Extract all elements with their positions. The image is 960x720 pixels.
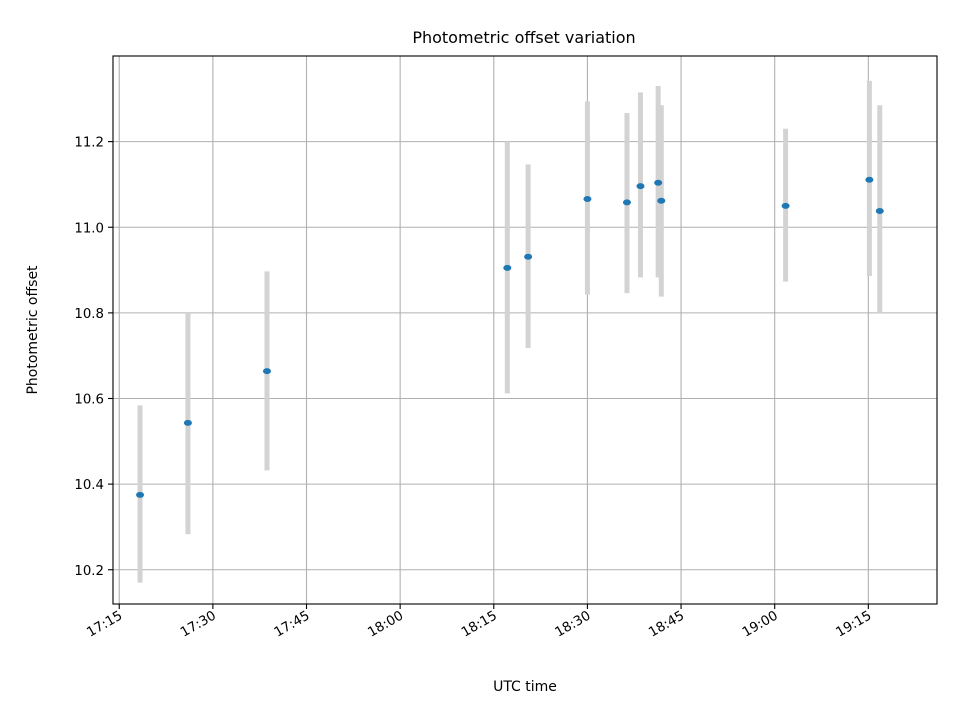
x-tick-label: 18:15 [459, 608, 500, 640]
y-tick-label: 11.2 [74, 136, 104, 151]
y-tick-label: 10.6 [74, 393, 104, 408]
x-tick-label: 19:00 [740, 608, 781, 640]
x-tick-label: 18:00 [365, 608, 406, 640]
y-axis-label: Photometric offset [25, 265, 41, 395]
y-tick-label: 11.0 [74, 221, 104, 236]
data-point [583, 195, 592, 202]
y-tick-label: 10.4 [74, 478, 104, 493]
x-axis-ticks: 17:15 17:30 17:45 18:00 18:15 18:30 18:45 19:00… [85, 604, 875, 641]
data-point [781, 202, 790, 209]
data-point [636, 183, 645, 190]
x-axis-label: UTC time [493, 679, 557, 695]
x-tick-label: 19:15 [834, 608, 875, 640]
data-point [524, 253, 533, 260]
data-point [262, 368, 271, 375]
data-point [654, 179, 663, 186]
x-tick-label: 18:45 [646, 608, 687, 640]
data-point [136, 491, 145, 498]
x-tick-label: 17:30 [178, 608, 219, 640]
data-point [865, 176, 874, 183]
y-axis-ticks: 10.2 10.4 10.6 10.8 11.0 11.2 [74, 136, 113, 579]
y-tick-label: 10.2 [74, 564, 104, 579]
x-tick-label: 17:45 [272, 608, 313, 640]
data-point [503, 264, 512, 271]
grid [113, 56, 937, 604]
data-points [136, 176, 884, 498]
data-point [875, 207, 884, 214]
plot-frame [112, 55, 938, 605]
error-bars [137, 80, 883, 583]
x-tick-label: 17:15 [85, 608, 126, 640]
x-tick-label: 18:30 [553, 608, 594, 640]
data-point [657, 197, 666, 204]
chart-title: Photometric offset variation [412, 28, 635, 47]
data-point [622, 199, 631, 206]
y-tick-label: 10.8 [74, 307, 104, 322]
data-point [183, 419, 192, 426]
